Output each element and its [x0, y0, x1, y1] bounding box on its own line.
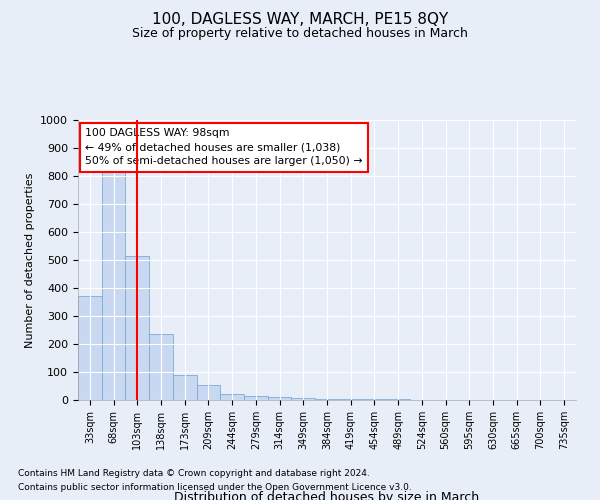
Bar	[102, 170, 125, 400]
Bar	[125, 256, 149, 400]
Bar	[268, 397, 292, 400]
Text: Size of property relative to detached houses in March: Size of property relative to detached ho…	[132, 28, 468, 40]
Text: 100, DAGLESS WAY, MARCH, PE15 8QY: 100, DAGLESS WAY, MARCH, PE15 8QY	[152, 12, 448, 28]
Bar	[78, 296, 102, 400]
Bar	[315, 398, 339, 400]
Bar	[339, 399, 362, 400]
X-axis label: Distribution of detached houses by size in March: Distribution of detached houses by size …	[175, 491, 479, 500]
Bar	[244, 396, 268, 400]
Bar	[173, 375, 197, 400]
Text: 100 DAGLESS WAY: 98sqm
← 49% of detached houses are smaller (1,038)
50% of semi-: 100 DAGLESS WAY: 98sqm ← 49% of detached…	[85, 128, 363, 166]
Bar	[197, 384, 220, 400]
Bar	[220, 394, 244, 400]
Text: Contains public sector information licensed under the Open Government Licence v3: Contains public sector information licen…	[18, 484, 412, 492]
Text: Contains HM Land Registry data © Crown copyright and database right 2024.: Contains HM Land Registry data © Crown c…	[18, 468, 370, 477]
Bar	[149, 334, 173, 400]
Bar	[292, 398, 315, 400]
Y-axis label: Number of detached properties: Number of detached properties	[25, 172, 35, 348]
